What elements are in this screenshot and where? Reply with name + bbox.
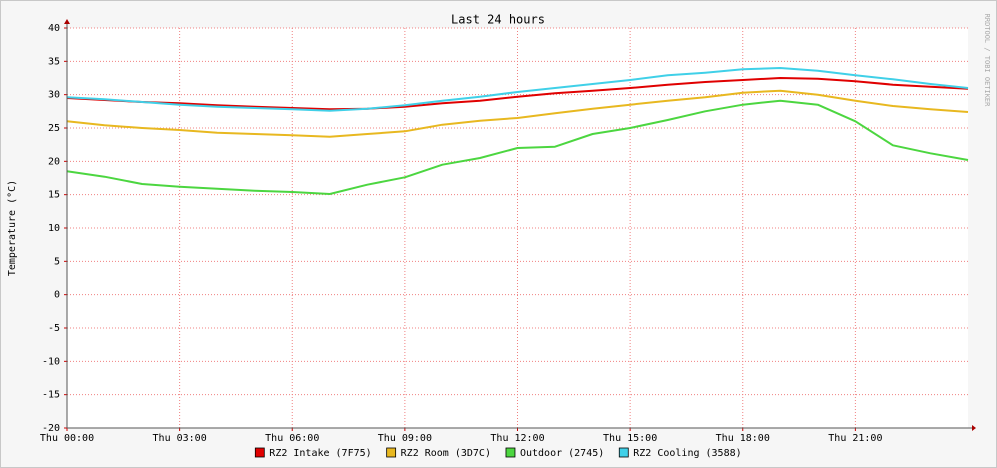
y-tick-label: -5 [48,323,60,334]
series-line [66,67,969,112]
x-tick-label: Thu 00:00 [40,433,94,444]
x-tick-label: Thu 21:00 [828,433,882,444]
series-line [66,77,969,111]
legend-label: Outdoor (2745) [520,448,604,459]
y-axis-label: Temperature (°C) [7,180,18,276]
y-arrow [64,19,70,24]
y-tick-label: 10 [48,223,60,234]
y-tick-label: -15 [42,390,60,401]
y-tick-label: 5 [54,256,60,267]
chart-title: Last 24 hours [451,13,545,27]
legend-label: RZ2 Intake (7F75) [269,448,371,459]
x-tick-label: Thu 12:00 [490,433,544,444]
lines [66,67,969,195]
legend-swatch [254,447,265,458]
x-tick-label: Thu 15:00 [603,433,657,444]
legend-label: RZ2 Cooling (3588) [633,448,741,459]
y-tick-label: 40 [48,23,60,34]
series-line [66,99,969,195]
grid [64,27,968,431]
y-tick-label: 0 [54,290,60,301]
y-tick-label: 25 [48,123,60,134]
y-tick-label: 20 [48,156,60,167]
legend: RZ2 Intake (7F75) RZ2 Room (3D7C) Outdoor … [254,447,742,459]
y-tick-label: 15 [48,190,60,201]
x-tick-label: Thu 06:00 [265,433,319,444]
y-tick-label: 35 [48,56,60,67]
watermark: RRDTOOL / TOBI OETIKER [983,14,991,108]
legend-swatch [386,447,397,458]
x-tick-label: Thu 03:00 [153,433,207,444]
y-tick-label: -10 [42,356,60,367]
legend-label: RZ2 Room (3D7C) [401,448,491,459]
x-arrow [972,425,976,431]
x-tick-label: Thu 09:00 [378,433,432,444]
legend-swatch [618,447,629,458]
legend-swatch [505,447,516,458]
y-tick-label: 30 [48,90,60,101]
y-tick-label: -20 [42,423,60,434]
series-line [66,89,969,138]
x-tick-label: Thu 18:00 [716,433,770,444]
